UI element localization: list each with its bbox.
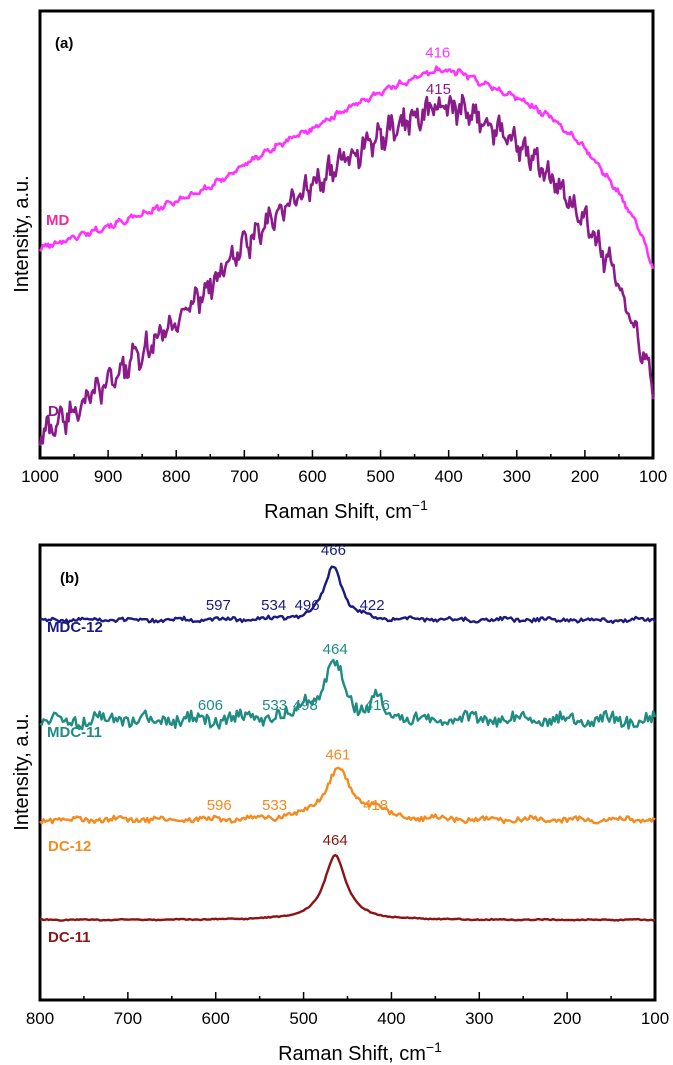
- series-label-mdc-11: MDC-11: [47, 724, 102, 741]
- peak-label-mdc-12-534: 534: [261, 597, 286, 614]
- peak-label-dc-11-464: 464: [323, 832, 348, 849]
- peak-label-dc-12-418: 418: [363, 797, 388, 814]
- x-tick-label: 500: [366, 467, 394, 486]
- x-tick-label: 400: [377, 1009, 405, 1028]
- peak-label-d-415: 415: [426, 81, 451, 98]
- panel-b-x-axis-title: Raman Shift, cm−1: [278, 1039, 442, 1065]
- panel-a-frame: [38, 9, 655, 460]
- series-line-mdc-12: [39, 565, 656, 625]
- peak-label-dc-12-461: 461: [325, 747, 350, 764]
- x-tick-label: 700: [230, 467, 258, 486]
- peak-label-mdc-12-496: 496: [295, 597, 320, 614]
- peak-label-md-416: 416: [425, 45, 450, 62]
- panel-b-y-axis-title: Intensity, a.u.: [11, 713, 33, 830]
- x-tick-label: 900: [94, 467, 122, 486]
- series-line-md: [38, 65, 655, 270]
- series-label-md: MD: [46, 212, 69, 229]
- x-tick-label: 1000: [21, 467, 59, 486]
- peak-label-mdc-12-422: 422: [360, 597, 385, 614]
- peak-label-mdc-11-533: 533: [262, 697, 287, 714]
- peak-label-dc-12-596: 596: [207, 797, 232, 814]
- series-line-d: [38, 93, 655, 446]
- panel-b-chart: (b) Intensity, a.u. Raman Shift, cm−1 80…: [11, 542, 669, 1065]
- panel-b-x-ticks: 800 700 600 500 400 300 200 100: [26, 992, 669, 1028]
- x-tick-label: 300: [503, 467, 531, 486]
- peak-label-mdc-11-464: 464: [323, 641, 348, 658]
- x-tick-label: 800: [26, 1009, 54, 1028]
- x-tick-label: 800: [162, 467, 190, 486]
- panel-a-label: (a): [55, 35, 73, 52]
- peak-label-mdc-11-606: 606: [198, 697, 223, 714]
- peak-label-mdc-12-597: 597: [206, 597, 231, 614]
- x-tick-label: 100: [641, 1009, 669, 1028]
- panel-a-x-axis-title: Raman Shift, cm−1: [264, 497, 428, 523]
- x-tick-label: 500: [289, 1009, 317, 1028]
- x-tick-label: 300: [465, 1009, 493, 1028]
- panel-b-label: (b): [60, 570, 79, 587]
- peak-label-dc-12-533: 533: [262, 797, 287, 814]
- series-line-dc-11: [39, 854, 656, 922]
- panel-a-x-ticks: 1000 900 800 700 600 500 400 300 200 100: [21, 450, 667, 486]
- series-label-dc-12: DC-12: [48, 838, 91, 855]
- series-line-dc-12: [39, 766, 656, 825]
- panel-a-chart: (a) Intensity, a.u. Raman Shift, cm−1 10…: [11, 9, 667, 523]
- series-label-mdc-12: MDC-12: [47, 619, 103, 636]
- series-line-mdc-11: [39, 658, 657, 731]
- x-tick-label: 600: [298, 467, 326, 486]
- panel-a-series: MD 416 D 415: [38, 45, 655, 446]
- x-tick-label: 700: [114, 1009, 142, 1028]
- x-tick-label: 200: [553, 1009, 581, 1028]
- panel-a-y-axis-title: Intensity, a.u.: [11, 175, 33, 292]
- x-tick-label: 100: [639, 467, 667, 486]
- panel-b-frame: [38, 543, 657, 1002]
- series-label-d: D: [48, 403, 59, 420]
- x-tick-label: 600: [202, 1009, 230, 1028]
- peak-label-mdc-11-416: 416: [365, 697, 390, 714]
- series-label-dc-11: DC-11: [48, 929, 91, 946]
- peak-label-mdc-11-498: 498: [293, 697, 318, 714]
- x-tick-label: 200: [571, 467, 599, 486]
- x-tick-label: 400: [434, 467, 462, 486]
- panel-b-series: MDC-12 597 534 496 466 422 MDC-11 606 533 498 464 4…: [39, 542, 657, 946]
- peak-label-mdc-12-466: 466: [321, 542, 346, 559]
